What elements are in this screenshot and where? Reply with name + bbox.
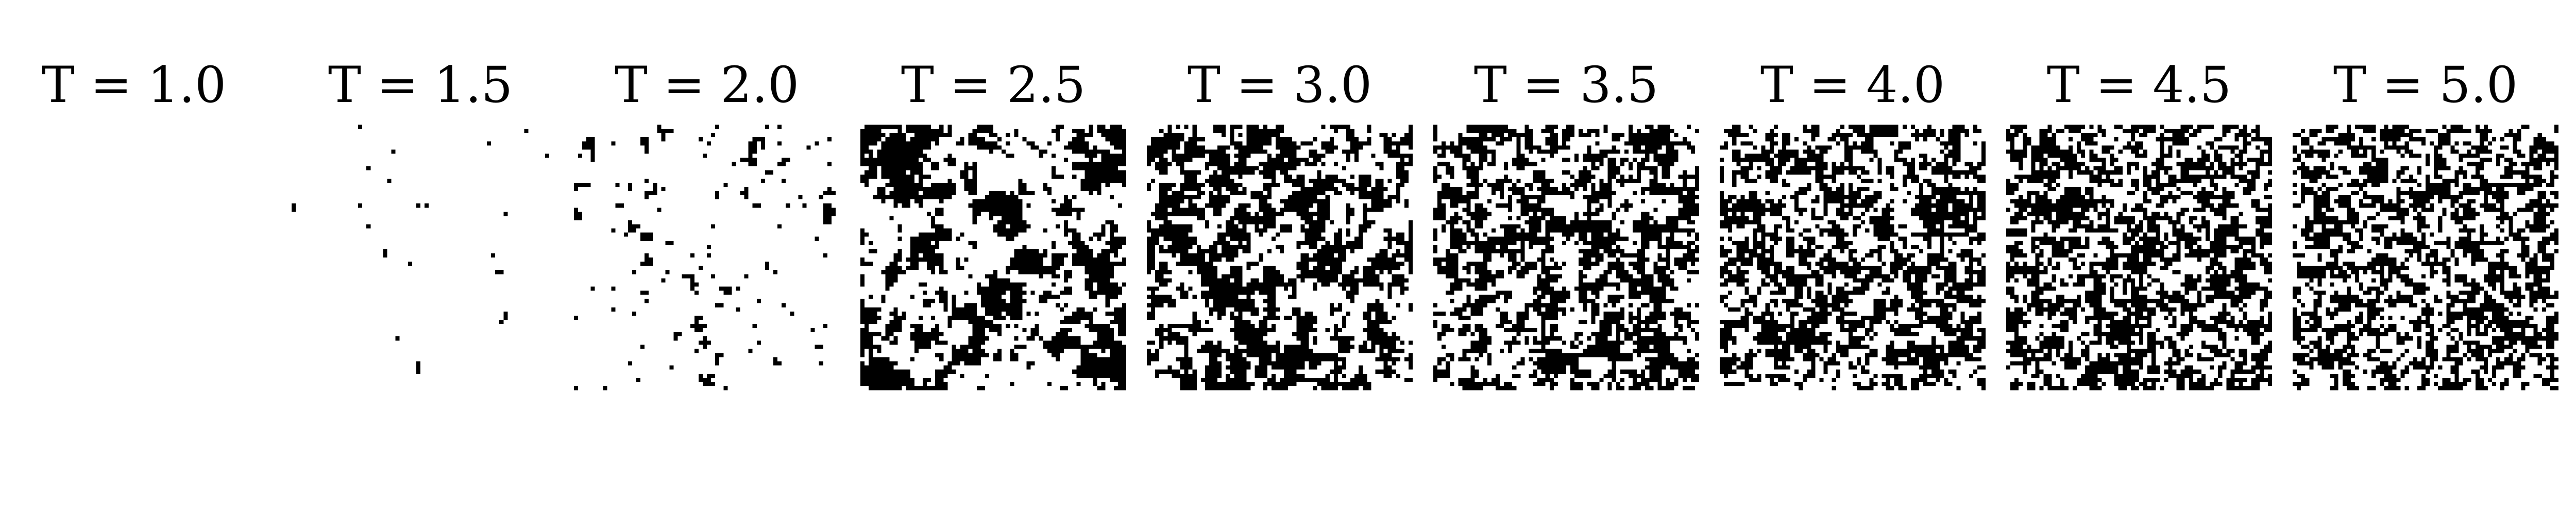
- spin-lattice-t-2-5: [860, 125, 1126, 390]
- spin-lattice-t-4-0: [1720, 125, 1986, 390]
- spin-lattice-t-2-0: [574, 125, 840, 390]
- spin-lattice-t-5-0: [2293, 125, 2558, 390]
- spin-lattice-t-3-0: [1147, 125, 1413, 390]
- panel-title-t-3-5: T = 3.5: [1473, 56, 1659, 114]
- panel-title-t-2-5: T = 2.5: [901, 56, 1086, 114]
- spin-lattice-t-3-5: [1433, 125, 1699, 390]
- panel-title-t-1-0: T = 1.0: [41, 56, 227, 114]
- panel-title-t-1-5: T = 1.5: [328, 56, 513, 114]
- panel-title-t-5-0: T = 5.0: [2333, 56, 2518, 114]
- spin-lattice-t-1-5: [287, 125, 553, 390]
- spin-lattice-t-4-5: [2006, 125, 2272, 390]
- panel-title-t-4-5: T = 4.5: [2046, 56, 2232, 114]
- spin-lattice-t-1-0: [1, 125, 267, 390]
- panel-title-t-4-0: T = 4.0: [1760, 56, 1945, 114]
- panel-title-t-3-0: T = 3.0: [1187, 56, 1372, 114]
- panel-title-t-2-0: T = 2.0: [614, 56, 800, 114]
